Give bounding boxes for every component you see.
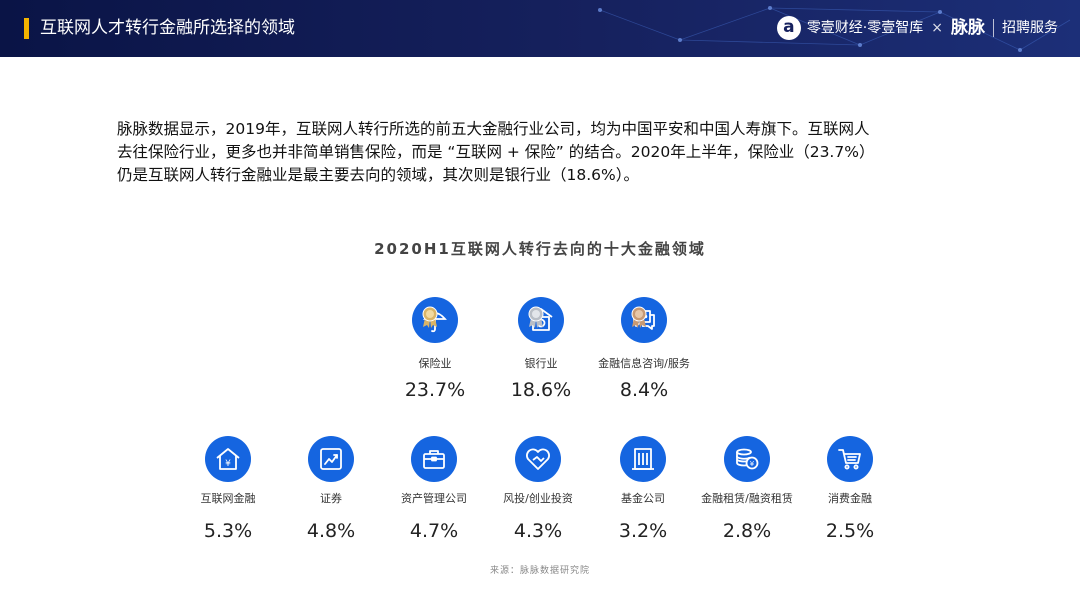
building-icon (620, 436, 666, 482)
sector-label: 银行业 (524, 357, 558, 370)
sector-item-fund-company: 基金公司 3.2% (573, 436, 713, 542)
sector-label: 消费金融 (828, 492, 872, 505)
value-number: 4.7 (409, 520, 441, 542)
description-line: 脉脉数据显示，2019年，互联网人转行所选的前五大金融行业公司，均为中国平安和中… (117, 120, 870, 138)
page-title: 互联网人才转行金融所选择的领域 (40, 18, 295, 38)
brand-text: 零壹财经·零壹智库 (806, 20, 924, 36)
value-unit: % (649, 520, 668, 542)
value-unit: % (856, 520, 875, 542)
brand-times: × (931, 20, 943, 36)
sector-value: 18.6% (471, 379, 611, 401)
description-line: 去往保险行业，更多也并非简单销售保险，而是 “互联网 + 保险” 的结合。202… (117, 143, 875, 161)
sector-label: 金融信息咨询/服务 (598, 357, 690, 370)
sector-value: 3.2% (573, 520, 713, 542)
header-bar: 互联网人才转行金融所选择的领域 a 零壹财经·零壹智库 × 脉脉 招聘服务 (0, 0, 1080, 57)
svg-text:¥: ¥ (225, 459, 231, 469)
description-line: 仍是互联网人转行金融业是最主要去向的领域，其次则是银行业（18.6%）。 (117, 166, 639, 184)
coins-icon: ¥ (724, 436, 770, 482)
sector-value: 4.8% (261, 520, 401, 542)
description-paragraph: 脉脉数据显示，2019年，互联网人转行所选的前五大金融行业公司，均为中国平安和中… (117, 118, 997, 187)
brand-divider (993, 19, 994, 37)
sector-item-fin-info: 金融信息咨询/服务 8.4% (574, 297, 714, 401)
sector-label: 金融租赁/融资租赁 (701, 492, 793, 505)
sector-item-venture-capital: 风投/创业投资 4.3% (468, 436, 608, 542)
sector-value: 4.7% (364, 520, 504, 542)
value-unit: % (544, 520, 563, 542)
sector-label: 证券 (320, 492, 342, 505)
sector-value: 2.5% (780, 520, 920, 542)
value-number: 23.7 (404, 379, 448, 401)
svg-text:¥: ¥ (750, 460, 755, 468)
sector-item-asset-management: 资产管理公司 4.7% (364, 436, 504, 542)
silver-medal-icon (528, 306, 544, 328)
shopping-cart-icon (827, 436, 873, 482)
sector-item-securities: 证券 4.8% (261, 436, 401, 542)
value-unit: % (440, 520, 459, 542)
sector-value: 8.4% (574, 379, 714, 401)
stock-chart-icon (308, 436, 354, 482)
chat-icon (621, 297, 667, 343)
handshake-heart-icon (515, 436, 561, 482)
value-number: 2.5 (825, 520, 857, 542)
value-number: 4.8 (306, 520, 338, 542)
brand-maimai: 脉脉 (951, 18, 985, 38)
sector-label: 风投/创业投资 (503, 492, 573, 505)
sector-value: 4.3% (468, 520, 608, 542)
house-yen-icon: ¥ (205, 436, 251, 482)
sector-label: 互联网金融 (200, 492, 256, 505)
value-unit: % (753, 520, 772, 542)
sector-label: 基金公司 (621, 492, 665, 505)
value-number: 2.8 (722, 520, 754, 542)
sector-label: 资产管理公司 (401, 492, 467, 505)
sector-value: 23.7% (365, 379, 505, 401)
sector-item-consumer-finance: 消费金融 2.5% (780, 436, 920, 542)
bank-icon (518, 297, 564, 343)
source-note: 来源：脉脉数据研究院 (489, 566, 590, 576)
value-number: 8.4 (619, 379, 651, 401)
value-number: 4.3 (513, 520, 545, 542)
value-number: 3.2 (618, 520, 650, 542)
sector-value: 5.3% (158, 520, 298, 542)
briefcase-icon (411, 436, 457, 482)
value-unit: % (447, 379, 466, 401)
value-number: 18.6 (510, 379, 554, 401)
sector-item-leasing: ¥ 金融租赁/融资租赁 2.8% (677, 436, 817, 542)
brand-service: 招聘服务 (1002, 20, 1058, 36)
gold-medal-icon (422, 306, 438, 328)
value-unit: % (234, 520, 253, 542)
sector-value: 2.8% (677, 520, 817, 542)
sector-label: 保险业 (418, 357, 452, 370)
chart-title: 2020H1互联网人转行去向的十大金融领域 (374, 240, 706, 258)
sector-item-insurance: 保险业 23.7% (365, 297, 505, 401)
sector-item-banking: 银行业 18.6% (471, 297, 611, 401)
network-decoration (598, 6, 1071, 52)
value-unit: % (650, 379, 669, 401)
value-number: 5.3 (203, 520, 235, 542)
brand-area: a 零壹财经·零壹智库 × 脉脉 招聘服务 (776, 16, 1058, 40)
value-unit: % (337, 520, 356, 542)
sector-item-internet-finance: ¥ 互联网金融 5.3% (158, 436, 298, 542)
brand-logo-icon: a (776, 16, 801, 40)
value-unit: % (553, 379, 572, 401)
bronze-medal-icon (631, 306, 647, 328)
umbrella-icon (412, 297, 458, 343)
title-accent-bar (24, 18, 29, 39)
